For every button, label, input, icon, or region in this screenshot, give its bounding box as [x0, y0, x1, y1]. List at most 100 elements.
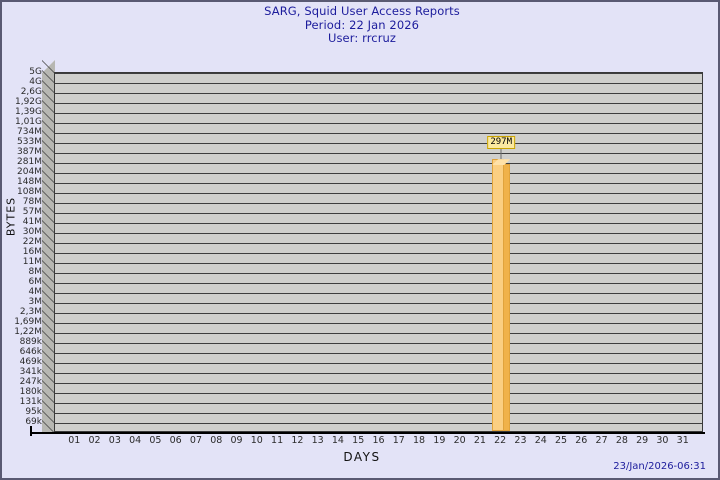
x-axis-tick-label: 30 — [656, 435, 669, 446]
y-axis-tick-label: 734M — [17, 127, 42, 137]
x-axis-tick-label: 14 — [331, 435, 344, 446]
y-axis-tick-label: 247k — [19, 377, 42, 387]
gridline — [55, 113, 702, 114]
y-axis-tick-label: 1,22M — [14, 327, 42, 337]
gridline — [55, 243, 702, 244]
gridline — [55, 223, 702, 224]
y-axis-tick-label: 204M — [17, 167, 42, 177]
x-axis-tick-label: 12 — [291, 435, 304, 446]
x-axis-tick-label: 28 — [615, 435, 628, 446]
x-axis-tick-label: 10 — [250, 435, 263, 446]
x-axis-tick-label: 26 — [575, 435, 588, 446]
y-axis-tick-label: 16M — [22, 247, 42, 257]
y-axis-tick-label: 30M — [22, 227, 42, 237]
y-axis-tick-label: 1,69M — [14, 317, 42, 327]
x-axis-tick-label: 07 — [189, 435, 203, 446]
bar-value-label: 297M — [487, 136, 516, 150]
y-axis-tick-label: 180k — [19, 387, 42, 397]
x-axis-origin-tick — [30, 426, 32, 436]
y-axis-tick-label: 108M — [17, 187, 42, 197]
gridline — [55, 123, 702, 124]
x-axis-tick-label: 03 — [108, 435, 121, 446]
y-axis-tick-label: 2,3M — [19, 307, 42, 317]
bar-side-face — [504, 164, 511, 431]
gridline — [55, 143, 702, 144]
gridline — [55, 183, 702, 184]
gridline — [55, 233, 702, 234]
x-axis-title: DAYS — [343, 450, 381, 464]
x-axis-tick-label: 09 — [230, 435, 243, 446]
x-axis-tick-label: 23 — [514, 435, 527, 446]
y-axis-tick-label: 11M — [22, 257, 42, 267]
y-axis-tick-label: 148M — [17, 177, 42, 187]
y-axis-tick-label: 4M — [28, 287, 43, 297]
x-axis-tick-label: 04 — [129, 435, 142, 446]
bar-value-stem — [500, 149, 502, 160]
y-axis-tick-label: 131k — [19, 397, 42, 407]
gridline — [55, 93, 702, 94]
x-axis-tick-label: 06 — [169, 435, 182, 446]
plot-area: 297M — [42, 60, 704, 447]
gridline — [55, 133, 702, 134]
gridline — [55, 103, 702, 104]
y-axis-tick-label: 95k — [25, 407, 42, 417]
y-axis-tick-label: 8M — [28, 267, 43, 277]
gridline — [55, 383, 702, 384]
gridline — [55, 353, 702, 354]
report-user: User: rrcruz — [327, 31, 397, 45]
y-axis-tick-label: 3M — [28, 297, 43, 307]
gridline — [55, 83, 702, 84]
x-axis-tick-label: 08 — [210, 435, 223, 446]
gridline — [55, 273, 702, 274]
x-axis-tick-label: 25 — [554, 435, 568, 446]
gridline — [55, 263, 702, 264]
chart-title-block: SARG, Squid User Access Reports Period: … — [2, 4, 720, 46]
gridline — [55, 423, 702, 424]
bar-front-face — [492, 159, 505, 431]
y-axis-tick-label: 1,01G — [14, 117, 42, 127]
gridline — [55, 73, 702, 74]
x-axis-tick-label: 31 — [676, 435, 689, 446]
gridline — [55, 303, 702, 304]
gridline — [55, 203, 702, 204]
y-axis-tick-label: 281M — [17, 157, 42, 167]
y-axis-tick-label: 1,39G — [14, 107, 42, 117]
x-axis-tick-label: 13 — [311, 435, 324, 446]
plot-face: 297M — [54, 72, 703, 432]
plot-side-wall — [42, 60, 55, 432]
gridline — [55, 163, 702, 164]
gridline — [55, 253, 702, 254]
x-axis-ticks: 01 02 03 04 05 06 07 08 09 10 11 12 13 14 15 16 17 18 19 20… — [2, 435, 720, 449]
bar[interactable] — [492, 159, 511, 431]
gridline — [55, 333, 702, 334]
gridline — [55, 283, 702, 284]
report-period: Period: 22 Jan 2026 — [304, 17, 420, 32]
x-axis-tick-label: 11 — [271, 435, 284, 446]
x-axis-tick-label: 20 — [453, 435, 466, 446]
x-axis-tick-label: 02 — [88, 435, 101, 446]
y-axis-tick-label: 6M — [28, 277, 43, 287]
y-axis-tick-label: 4G — [29, 77, 42, 87]
bar-top-face — [492, 159, 511, 166]
x-axis-tick-label: 24 — [534, 435, 547, 446]
gridline — [55, 193, 702, 194]
y-axis-tick-label: 889k — [19, 337, 42, 347]
gridline — [55, 213, 702, 214]
gridline — [55, 323, 702, 324]
x-axis-tick-label: 15 — [352, 435, 365, 446]
y-axis-tick-label: 2,6G — [20, 87, 42, 97]
gridline — [55, 343, 702, 344]
gridline — [55, 393, 702, 394]
x-axis-tick-label: 16 — [372, 435, 385, 446]
y-axis-tick-label: 469k — [19, 357, 42, 367]
gridline — [55, 403, 702, 404]
y-axis-tick-label: 341k — [19, 367, 42, 377]
y-axis-tick-label: 41M — [22, 217, 42, 227]
gridline — [55, 153, 702, 154]
y-axis-ticks: 5G 4G 2,6G 1,92G 1,39G 1,01G 734M 533M 387M 281M 2… — [2, 60, 42, 440]
y-axis-tick-label: 78M — [22, 197, 42, 207]
gridline — [55, 173, 702, 174]
x-axis-tick-label: 17 — [392, 435, 405, 446]
y-axis-tick-label: 22M — [22, 237, 42, 247]
gridline — [55, 413, 702, 414]
